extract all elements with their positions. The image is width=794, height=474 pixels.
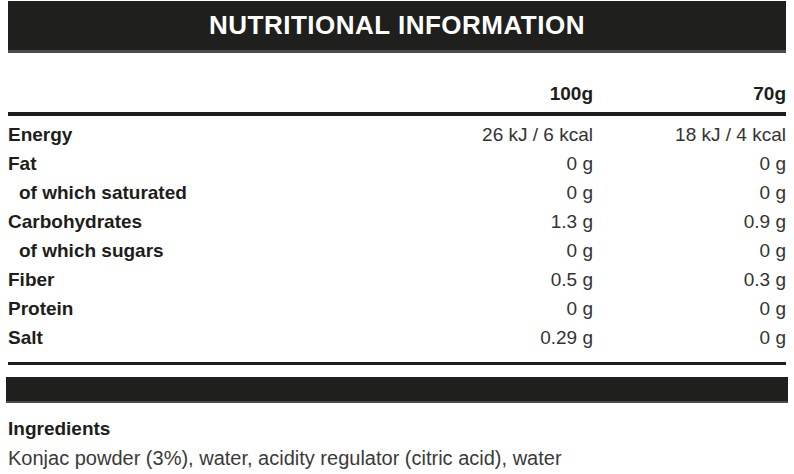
table-row: Fiber 0.5 g 0.3 g (8, 265, 786, 294)
separator-bar (6, 377, 788, 403)
row-label: Protein (8, 298, 430, 320)
table-row: Salt 0.29 g 0 g (8, 323, 786, 352)
ingredients-text: Konjac powder (3%), water, acidity regul… (8, 447, 786, 470)
row-value-70g: 0 g (593, 327, 786, 349)
nutrition-label: NUTRITIONAL INFORMATION 100g 70g Energy … (0, 0, 794, 474)
row-label: Carbohydrates (8, 211, 430, 233)
row-value-100g: 0 g (430, 153, 593, 175)
row-value-100g: 0 g (430, 240, 593, 262)
column-header-row: 100g 70g (8, 83, 786, 112)
column-header-100g: 100g (430, 83, 593, 105)
nutrition-table: 100g 70g Energy 26 kJ / 6 kcal 18 kJ / 4… (8, 83, 786, 365)
row-value-100g: 0 g (430, 298, 593, 320)
row-value-70g: 0.9 g (593, 211, 786, 233)
row-value-70g: 0 g (593, 298, 786, 320)
table-row: Energy 26 kJ / 6 kcal 18 kJ / 4 kcal (8, 120, 786, 149)
row-value-100g: 0 g (430, 182, 593, 204)
ingredients-section: Ingredients Konjac powder (3%), water, a… (8, 418, 786, 470)
row-label: of which sugars (8, 240, 430, 262)
header-bar: NUTRITIONAL INFORMATION (8, 1, 786, 53)
row-value-70g: 0 g (593, 240, 786, 262)
row-value-100g: 1.3 g (430, 211, 593, 233)
footer-divider (8, 362, 786, 365)
table-row: Fat 0 g 0 g (8, 149, 786, 178)
row-value-70g: 18 kJ / 4 kcal (593, 124, 786, 146)
row-value-70g: 0.3 g (593, 269, 786, 291)
row-label: Fiber (8, 269, 430, 291)
row-value-70g: 0 g (593, 182, 786, 204)
row-label: of which saturated (8, 182, 430, 204)
row-value-70g: 0 g (593, 153, 786, 175)
row-value-100g: 26 kJ / 6 kcal (430, 124, 593, 146)
row-label: Fat (8, 153, 430, 175)
table-rows: Energy 26 kJ / 6 kcal 18 kJ / 4 kcal Fat… (8, 116, 786, 352)
column-header-70g: 70g (593, 83, 786, 105)
row-label: Energy (8, 124, 430, 146)
table-row: Carbohydrates 1.3 g 0.9 g (8, 207, 786, 236)
row-label: Salt (8, 327, 430, 349)
ingredients-heading: Ingredients (8, 418, 786, 440)
row-value-100g: 0.5 g (430, 269, 593, 291)
row-value-100g: 0.29 g (430, 327, 593, 349)
table-row: Protein 0 g 0 g (8, 294, 786, 323)
table-row: of which saturated 0 g 0 g (8, 178, 786, 207)
table-row: of which sugars 0 g 0 g (8, 236, 786, 265)
page-title: NUTRITIONAL INFORMATION (209, 10, 585, 41)
